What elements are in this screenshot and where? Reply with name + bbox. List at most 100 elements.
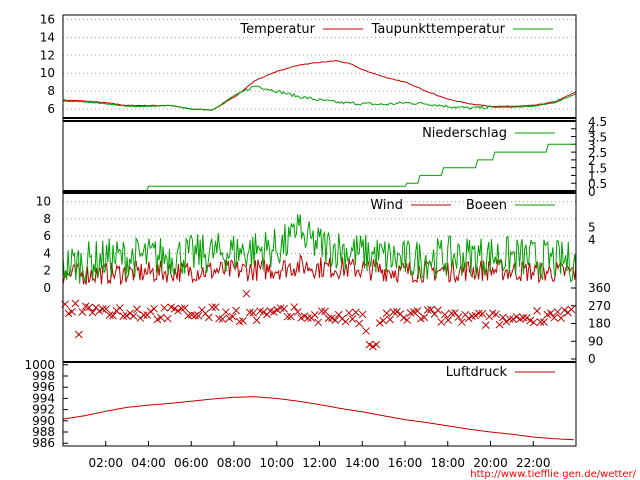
precipitation-y-tick: 0: [588, 185, 596, 199]
precipitation-y-tick: 3.5: [588, 131, 607, 145]
wind-direction-marker: [458, 318, 466, 327]
wind-direction-marker: [228, 312, 237, 321]
wind-direction-marker: [126, 309, 134, 318]
wind-direction-marker: [509, 315, 518, 324]
wind-direction-marker: [314, 318, 323, 327]
wind-direction-marker: [362, 327, 370, 335]
wind-direction-y-tick: 270: [588, 299, 611, 313]
wind-direction-marker: [492, 310, 500, 319]
wind-direction-marker: [194, 312, 203, 320]
wind-y-tick: 4: [43, 246, 51, 260]
wind-direction-marker: [560, 306, 569, 315]
wind-y-tick: 6: [43, 229, 51, 243]
wind-direction-marker: [180, 304, 189, 312]
wind-direction-marker: [249, 309, 258, 317]
wind-direction-marker: [310, 310, 319, 319]
wind-direction-marker: [122, 311, 131, 320]
wind-direction-marker: [280, 304, 288, 313]
pressure-y-tick: 986: [32, 436, 55, 450]
wind-direction-marker: [505, 315, 514, 323]
wind-direction-marker: [150, 304, 158, 313]
wind-direction-marker: [464, 314, 473, 323]
wind-direction-marker: [502, 317, 511, 326]
wind-direction-marker: [440, 310, 449, 319]
wind-direction-y-tick: 360: [588, 281, 611, 295]
wind-direction-markers: [61, 289, 576, 351]
wind-direction-marker: [413, 307, 422, 315]
wind-direction-marker: [102, 305, 111, 313]
wind-direction-marker: [358, 310, 367, 319]
wind-direction-marker: [495, 320, 504, 329]
wind-direction-marker: [454, 313, 463, 321]
x-tick-label: 22:00: [516, 456, 551, 470]
wind-direction-marker: [119, 312, 128, 320]
wind-direction-marker: [427, 305, 435, 314]
boeen-legend-label: Boeen: [466, 198, 507, 213]
wind-direction-marker: [317, 307, 326, 316]
wind-direction-marker: [369, 342, 377, 351]
wind-direction-marker: [304, 314, 312, 322]
wind-direction-marker: [546, 309, 555, 317]
wind-direction-marker: [451, 308, 459, 317]
wind-direction-marker: [355, 319, 364, 328]
wind-direction-marker: [550, 313, 559, 322]
wind-direction-marker: [434, 306, 442, 315]
wind-direction-marker: [211, 303, 220, 311]
wind-direction-marker: [269, 308, 278, 316]
niederschlag-legend-label: Niederschlag: [422, 126, 507, 141]
precipitation-y-tick: 2.5: [588, 146, 607, 160]
wind-direction-marker: [557, 314, 565, 322]
wind-direction-y-tick: 90: [588, 334, 603, 348]
wind-direction-marker: [403, 316, 411, 324]
wind-direction-marker: [283, 312, 292, 321]
wind-direction-marker: [98, 305, 107, 313]
wind-direction-marker: [379, 316, 388, 325]
wind-direction-marker: [533, 307, 541, 315]
wind-direction-marker: [321, 307, 329, 316]
temperature-y-tick: 8: [47, 84, 55, 98]
wind-direction-marker: [471, 311, 480, 320]
wind-direction-marker: [345, 309, 353, 317]
wind-direction-marker: [375, 319, 384, 327]
wind-direction-marker: [170, 304, 179, 313]
pressure-y-tick: 1000: [24, 358, 55, 372]
wind-direction-marker: [341, 317, 350, 326]
wind-direction-marker: [74, 330, 83, 339]
pressure-y-tick: 998: [32, 369, 55, 383]
wind-direction-marker: [386, 315, 394, 324]
wind-direction-marker: [481, 321, 490, 330]
wind-direction-marker: [536, 318, 545, 326]
wind-direction-marker: [139, 311, 148, 320]
wind-direction-marker: [78, 308, 87, 316]
wind-direction-marker: [239, 317, 247, 325]
x-tick-label: 16:00: [388, 456, 423, 470]
wind-direction-marker: [372, 340, 381, 349]
wind-direction-marker: [174, 306, 182, 315]
temperature-series-taupunkt: [62, 85, 577, 111]
x-tick-label: 06:00: [174, 456, 209, 470]
wind-direction-marker: [512, 312, 521, 321]
precipitation-y-tick: 3: [588, 138, 596, 152]
wind-direction-marker: [68, 307, 76, 316]
wind-direction-marker: [475, 309, 483, 318]
wind-direction-marker: [109, 311, 117, 320]
wind-y-tick: 0: [43, 281, 51, 295]
wind-direction-marker: [293, 308, 302, 316]
temperature-y-tick: 12: [40, 48, 55, 62]
luftdruck-legend-label: Luftdruck: [446, 365, 508, 380]
wind-right-tick: 4: [588, 233, 596, 247]
wind-direction-marker: [222, 308, 230, 316]
pressure-y-tick: 992: [32, 403, 55, 417]
wind-direction-marker: [129, 312, 138, 320]
wind-direction-marker: [252, 316, 261, 325]
wind-direction-marker: [519, 313, 528, 322]
wind-direction-marker: [71, 299, 80, 308]
wind-direction-marker: [290, 303, 299, 311]
wind-direction-y-tick: 180: [588, 317, 611, 331]
wind-y-tick: 2: [43, 264, 51, 278]
pressure-y-tick: 990: [32, 414, 55, 428]
pressure-y-tick: 996: [32, 380, 55, 394]
pressure-series-luftdruck: [62, 396, 574, 441]
pressure-y-tick: 994: [32, 391, 55, 405]
